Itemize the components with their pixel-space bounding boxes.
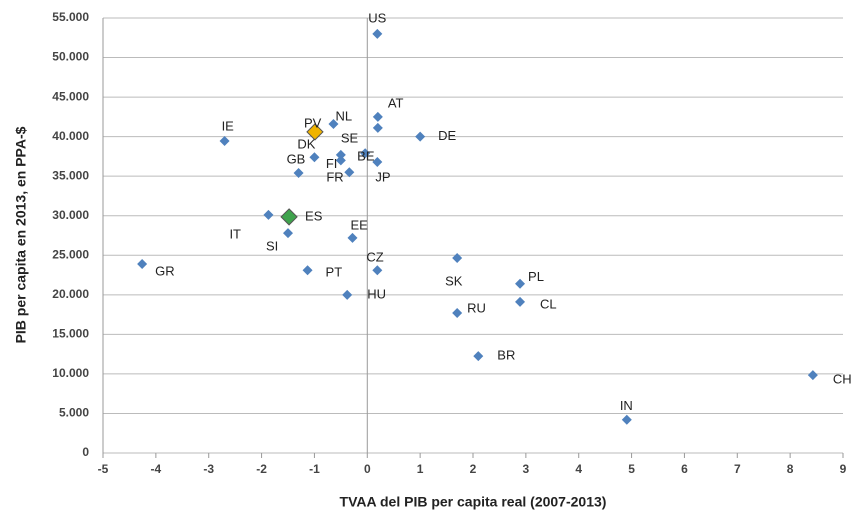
y-tick-label: 50.000 [52, 50, 89, 64]
x-tick-label: -5 [98, 462, 109, 476]
point [807, 370, 818, 381]
x-tick-label: -2 [256, 462, 267, 476]
y-tick-label: 20.000 [52, 287, 89, 301]
point-label: IT [229, 226, 241, 241]
x-tick-label: 4 [575, 462, 582, 476]
point-label: SK [445, 273, 463, 288]
point [328, 118, 339, 129]
point [309, 152, 320, 163]
point [372, 156, 383, 167]
y-tick-label: 5.000 [59, 406, 89, 420]
x-axis-label: TVAA del PIB per capita real (2007-2013) [340, 494, 607, 510]
point [372, 265, 383, 276]
x-tick-label: 1 [417, 462, 424, 476]
x-tick-label: -1 [309, 462, 320, 476]
point [372, 111, 383, 122]
point [360, 148, 371, 159]
point [283, 228, 293, 239]
point [515, 296, 526, 307]
point-label: SI [266, 239, 278, 254]
point-label: FR [326, 170, 343, 185]
x-tick-label: 2 [470, 462, 477, 476]
point-label: IE [222, 118, 235, 133]
point-label: PV [304, 115, 322, 130]
point [137, 258, 148, 269]
point-label: BR [497, 348, 515, 363]
point-label: EE [350, 217, 368, 232]
point [306, 123, 324, 141]
x-tick-label: 5 [628, 462, 635, 476]
x-tick-label: 0 [364, 462, 371, 476]
y-tick-label: 35.000 [52, 168, 89, 182]
point [452, 253, 463, 264]
point-label: RU [467, 300, 486, 315]
y-tick-label: 55.000 [52, 10, 89, 24]
x-tick-label: 3 [523, 462, 530, 476]
point [473, 351, 484, 362]
y-tick-label: 10.000 [52, 366, 89, 380]
point [344, 167, 355, 178]
point-label: ES [305, 208, 323, 223]
point-label: PL [528, 269, 544, 284]
point-label: CL [540, 296, 557, 311]
point [372, 122, 383, 133]
y-tick-label: 30.000 [52, 208, 89, 222]
point-label: HU [367, 286, 386, 301]
point-label: JP [375, 169, 390, 184]
x-tick-label: 7 [734, 462, 741, 476]
point [347, 232, 358, 243]
point [342, 289, 353, 300]
point [263, 209, 274, 220]
x-tick-label: 6 [681, 462, 688, 476]
point [280, 208, 298, 226]
point-label: AT [388, 95, 404, 110]
point [372, 28, 383, 39]
x-tick-label: -3 [203, 462, 214, 476]
point [335, 155, 346, 166]
point [515, 278, 526, 289]
point [335, 149, 346, 160]
point-label: GR [155, 263, 175, 278]
point-label: PT [326, 265, 343, 280]
point-label: DE [438, 128, 456, 143]
x-tick-label: -4 [151, 462, 162, 476]
y-tick-label: 45.000 [52, 89, 89, 103]
point [621, 414, 632, 425]
point-label: IN [620, 398, 633, 413]
x-tick-label: 8 [787, 462, 794, 476]
point [302, 265, 313, 276]
y-tick-label: 15.000 [52, 327, 89, 341]
point-label: NL [335, 108, 352, 123]
point-label: US [368, 10, 386, 25]
y-axis-label: PIB per capita en 2013, en PPA-$ [13, 126, 29, 343]
point-label: FI [326, 156, 338, 171]
x-tick-label: 9 [840, 462, 847, 476]
point-label: SE [341, 130, 359, 145]
point [219, 135, 230, 146]
point-label: GB [287, 151, 306, 166]
point [452, 308, 463, 319]
point [415, 131, 426, 142]
point [293, 168, 304, 179]
point-label: CH [833, 372, 852, 387]
point-label: DK [297, 137, 315, 152]
point-label: BE [357, 149, 375, 164]
point-label: CZ [366, 250, 383, 265]
y-tick-label: 25.000 [52, 247, 89, 261]
y-tick-label: 0 [82, 445, 89, 459]
y-tick-label: 40.000 [52, 129, 89, 143]
